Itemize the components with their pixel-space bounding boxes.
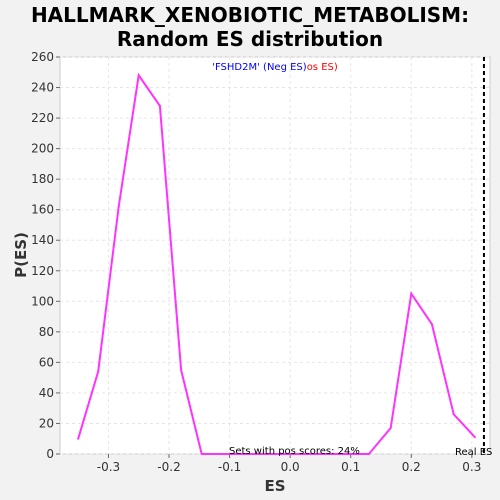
series-point — [200, 453, 203, 455]
series-point — [303, 453, 306, 455]
real-es-label: Real ES — [455, 447, 492, 458]
chart-title-line-2: Random ES distribution — [116, 27, 384, 51]
series-point — [180, 369, 183, 372]
pos-scores-annotation: Sets with pos scores: 24% — [229, 446, 360, 457]
x-tick-label: 0.3 — [462, 460, 481, 474]
y-tick-label: 100 — [31, 294, 54, 308]
y-axis: 0 20 40 60 80 100 120 140 160 180 200 220 240 260 — [31, 50, 60, 461]
series-point — [283, 453, 286, 455]
y-axis-label: P(ES) — [12, 232, 30, 278]
series-point — [452, 413, 455, 416]
x-tick-label: -0.2 — [157, 460, 180, 474]
x-tick-label: 0.0 — [281, 460, 300, 474]
series-point — [262, 453, 265, 455]
series-point — [117, 205, 120, 208]
series-point — [241, 453, 244, 455]
y-tick-label: 0 — [46, 447, 54, 461]
x-axis-label: ES — [264, 477, 285, 495]
chart-title-line-1: HALLMARK_XENOBIOTIC_METABOLISM: — [30, 3, 470, 27]
series-point — [97, 370, 100, 373]
y-tick-label: 20 — [39, 416, 54, 430]
series-point — [158, 104, 161, 107]
y-tick-label: 60 — [39, 355, 54, 369]
y-tick-label: 140 — [31, 233, 54, 247]
y-tick-label: 160 — [31, 203, 54, 217]
series-point — [77, 437, 80, 440]
series-point — [344, 453, 347, 455]
series-point — [324, 453, 327, 455]
series-point — [137, 74, 140, 77]
series-point — [473, 436, 476, 439]
grid-lines — [60, 56, 490, 455]
x-tick-label: 0.2 — [402, 460, 421, 474]
series-point — [430, 323, 433, 326]
y-tick-label: 180 — [31, 172, 54, 186]
y-tick-label: 80 — [39, 325, 54, 339]
legend-pos: os ES) — [307, 62, 338, 73]
y-tick-label: 260 — [31, 50, 54, 64]
series-points — [77, 74, 476, 455]
y-tick-label: 40 — [39, 386, 54, 400]
legend-entry: 'FSHD2M' (Neg ES)os ES) — [212, 62, 338, 73]
y-tick-label: 240 — [31, 81, 54, 95]
series-point — [367, 453, 370, 455]
series-point — [221, 453, 224, 455]
y-tick-label: 220 — [31, 111, 54, 125]
legend-gene: 'FSHD2M' — [212, 62, 260, 73]
x-axis: -0.3 -0.2 -0.1 0.0 0.1 0.2 0.3 — [97, 454, 481, 474]
series-point — [389, 427, 392, 430]
y-tick-label: 120 — [31, 264, 54, 278]
series-line — [77, 72, 476, 455]
series-point — [410, 292, 413, 295]
x-tick-label: 0.1 — [341, 460, 360, 474]
plot-area — [59, 56, 491, 455]
x-tick-label: -0.1 — [218, 460, 241, 474]
x-tick-label: -0.3 — [97, 460, 120, 474]
legend-neg: (Neg ES) — [260, 62, 307, 73]
y-tick-label: 200 — [31, 142, 54, 156]
